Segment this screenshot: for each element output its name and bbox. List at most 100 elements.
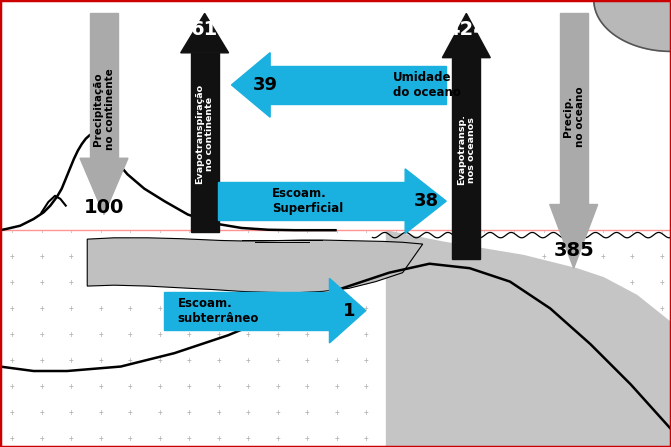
Text: +: + xyxy=(217,330,221,339)
Text: +: + xyxy=(423,304,427,313)
Text: +: + xyxy=(364,408,368,417)
Text: +: + xyxy=(217,434,221,443)
Text: +: + xyxy=(453,304,457,313)
Text: +: + xyxy=(246,304,250,313)
Text: +: + xyxy=(305,382,309,391)
Text: +: + xyxy=(305,252,309,261)
Text: +: + xyxy=(630,226,634,235)
Text: Escoam.
subterrâneo: Escoam. subterrâneo xyxy=(178,297,259,325)
Text: 39: 39 xyxy=(252,76,278,94)
Polygon shape xyxy=(442,13,491,58)
Text: +: + xyxy=(423,408,427,417)
Text: +: + xyxy=(453,226,457,235)
Text: +: + xyxy=(40,356,44,365)
Text: +: + xyxy=(10,408,14,417)
Text: +: + xyxy=(217,226,221,235)
Polygon shape xyxy=(87,238,423,293)
Bar xyxy=(0,0,671,230)
Text: +: + xyxy=(40,226,44,235)
Text: +: + xyxy=(187,330,191,339)
Text: +: + xyxy=(99,304,103,313)
Text: +: + xyxy=(512,330,516,339)
Text: +: + xyxy=(128,382,132,391)
Text: +: + xyxy=(40,252,44,261)
Text: +: + xyxy=(276,408,280,417)
Text: +: + xyxy=(335,278,339,287)
Bar xyxy=(164,291,329,330)
Text: +: + xyxy=(187,226,191,235)
Text: +: + xyxy=(541,304,546,313)
Text: 100: 100 xyxy=(84,198,124,217)
Text: +: + xyxy=(246,278,250,287)
Text: +: + xyxy=(335,330,339,339)
Text: +: + xyxy=(453,356,457,365)
Text: +: + xyxy=(482,356,486,365)
Text: +: + xyxy=(394,434,398,443)
Text: +: + xyxy=(99,330,103,339)
Text: +: + xyxy=(40,382,44,391)
Text: +: + xyxy=(482,252,486,261)
Text: +: + xyxy=(10,356,14,365)
Text: +: + xyxy=(541,252,546,261)
Text: 424: 424 xyxy=(446,20,486,38)
Polygon shape xyxy=(180,13,229,53)
Text: +: + xyxy=(364,330,368,339)
Text: +: + xyxy=(217,278,221,287)
Text: +: + xyxy=(187,278,191,287)
Text: +: + xyxy=(601,304,605,313)
Text: +: + xyxy=(660,304,664,313)
Text: +: + xyxy=(630,278,634,287)
Text: +: + xyxy=(99,408,103,417)
Text: +: + xyxy=(394,382,398,391)
Text: +: + xyxy=(571,226,575,235)
Text: +: + xyxy=(660,434,664,443)
Text: +: + xyxy=(69,408,73,417)
Text: +: + xyxy=(40,278,44,287)
Text: +: + xyxy=(660,252,664,261)
Polygon shape xyxy=(329,278,366,343)
Text: +: + xyxy=(541,278,546,287)
Text: +: + xyxy=(601,434,605,443)
Text: +: + xyxy=(423,330,427,339)
Text: +: + xyxy=(660,278,664,287)
Text: Evapotransp.
nos oceanos: Evapotransp. nos oceanos xyxy=(457,114,476,185)
Text: +: + xyxy=(571,304,575,313)
Polygon shape xyxy=(550,205,598,268)
Text: +: + xyxy=(128,434,132,443)
Text: +: + xyxy=(40,408,44,417)
Text: +: + xyxy=(630,382,634,391)
Text: +: + xyxy=(187,434,191,443)
Text: +: + xyxy=(187,252,191,261)
Text: +: + xyxy=(364,278,368,287)
Bar xyxy=(452,58,480,259)
Text: +: + xyxy=(69,330,73,339)
Text: +: + xyxy=(482,434,486,443)
Text: +: + xyxy=(69,382,73,391)
Text: +: + xyxy=(305,226,309,235)
Text: +: + xyxy=(601,382,605,391)
Text: +: + xyxy=(305,356,309,365)
Polygon shape xyxy=(405,169,446,233)
Text: +: + xyxy=(246,382,250,391)
Text: +: + xyxy=(276,278,280,287)
Text: +: + xyxy=(69,356,73,365)
Text: +: + xyxy=(128,356,132,365)
Text: +: + xyxy=(128,408,132,417)
Text: +: + xyxy=(305,434,309,443)
Text: 38: 38 xyxy=(413,192,439,210)
Text: +: + xyxy=(128,330,132,339)
Text: +: + xyxy=(512,408,516,417)
Text: +: + xyxy=(482,330,486,339)
Text: +: + xyxy=(217,408,221,417)
Text: +: + xyxy=(305,408,309,417)
Text: +: + xyxy=(364,434,368,443)
Text: +: + xyxy=(364,252,368,261)
Text: +: + xyxy=(69,434,73,443)
Text: +: + xyxy=(660,330,664,339)
Text: +: + xyxy=(158,408,162,417)
Text: +: + xyxy=(128,226,132,235)
Polygon shape xyxy=(231,53,270,117)
Text: +: + xyxy=(660,408,664,417)
Bar xyxy=(270,66,446,104)
Text: +: + xyxy=(541,408,546,417)
